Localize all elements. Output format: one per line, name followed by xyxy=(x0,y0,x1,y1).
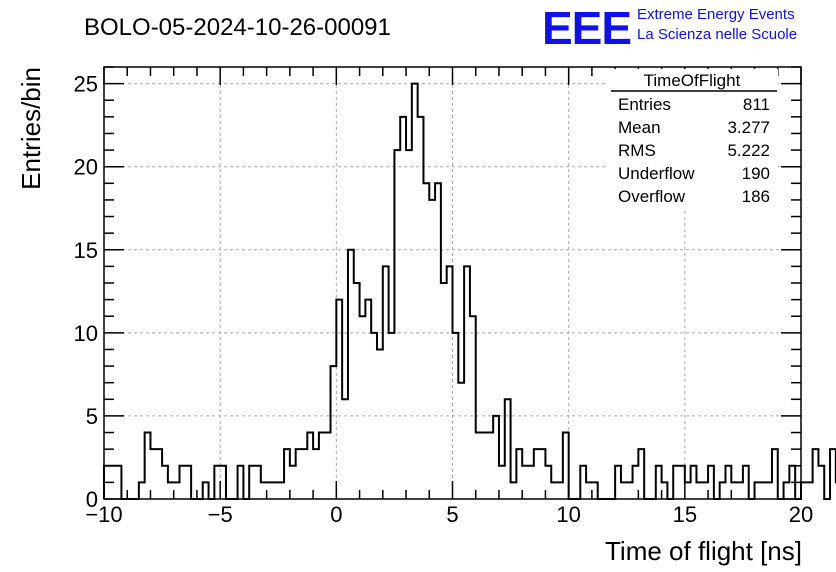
stats-box-background xyxy=(606,69,778,211)
tick-labels: −10 −5 0 5 10 15 20 0 5 10 15 20 25 xyxy=(74,72,814,527)
stats-row-label: RMS xyxy=(618,141,656,160)
x-tick-label: 0 xyxy=(330,502,342,527)
y-tick-label: 10 xyxy=(74,321,98,346)
logo-letters: EEE xyxy=(542,2,631,54)
stats-box-title: TimeOfFlight xyxy=(644,71,741,90)
logo-line-2: La Scienza nelle Scuole xyxy=(637,26,797,43)
y-tick-label: 5 xyxy=(86,404,98,429)
stats-row-value: 190 xyxy=(742,164,770,183)
stats-rows: Entries 811 Mean 3.277 RMS 5.222 Underflow 190 O… xyxy=(618,95,770,206)
stats-row-value: 186 xyxy=(742,187,770,206)
run-title: BOLO-05-2024-10-26-00091 xyxy=(84,14,391,41)
stats-row-label: Underflow xyxy=(618,164,695,183)
y-tick-label: 25 xyxy=(74,72,98,97)
eee-logo: EEE Extreme Energy Events La Scienza nel… xyxy=(542,2,797,54)
y-axis-label: Entries/bin xyxy=(16,67,46,190)
stats-row-value: 811 xyxy=(743,95,770,114)
stats-box: TimeOfFlight Entries 811 Mean 3.277 RMS 5.222… xyxy=(606,69,778,211)
stats-row-label: Entries xyxy=(618,95,671,114)
logo-line-1: Extreme Energy Events xyxy=(637,6,795,23)
y-tick-label: 15 xyxy=(74,238,98,263)
y-tick-label: 0 xyxy=(86,487,98,512)
x-tick-label: −5 xyxy=(208,502,233,527)
stats-row-label: Mean xyxy=(618,118,661,137)
x-tick-label: 15 xyxy=(673,502,697,527)
x-tick-label: 20 xyxy=(789,502,813,527)
stats-row-value: 5.222 xyxy=(727,141,770,160)
x-tick-label: 10 xyxy=(556,502,580,527)
x-tick-label: 5 xyxy=(446,502,458,527)
axis-ticks xyxy=(103,66,802,500)
stats-row-label: Overflow xyxy=(618,187,686,206)
histogram-series xyxy=(103,82,836,500)
y-tick-label: 20 xyxy=(74,155,98,180)
x-tick-label: −10 xyxy=(85,502,122,527)
x-axis-label: Time of flight [ns] xyxy=(605,536,802,566)
stats-row-value: 3.277 xyxy=(727,118,770,137)
